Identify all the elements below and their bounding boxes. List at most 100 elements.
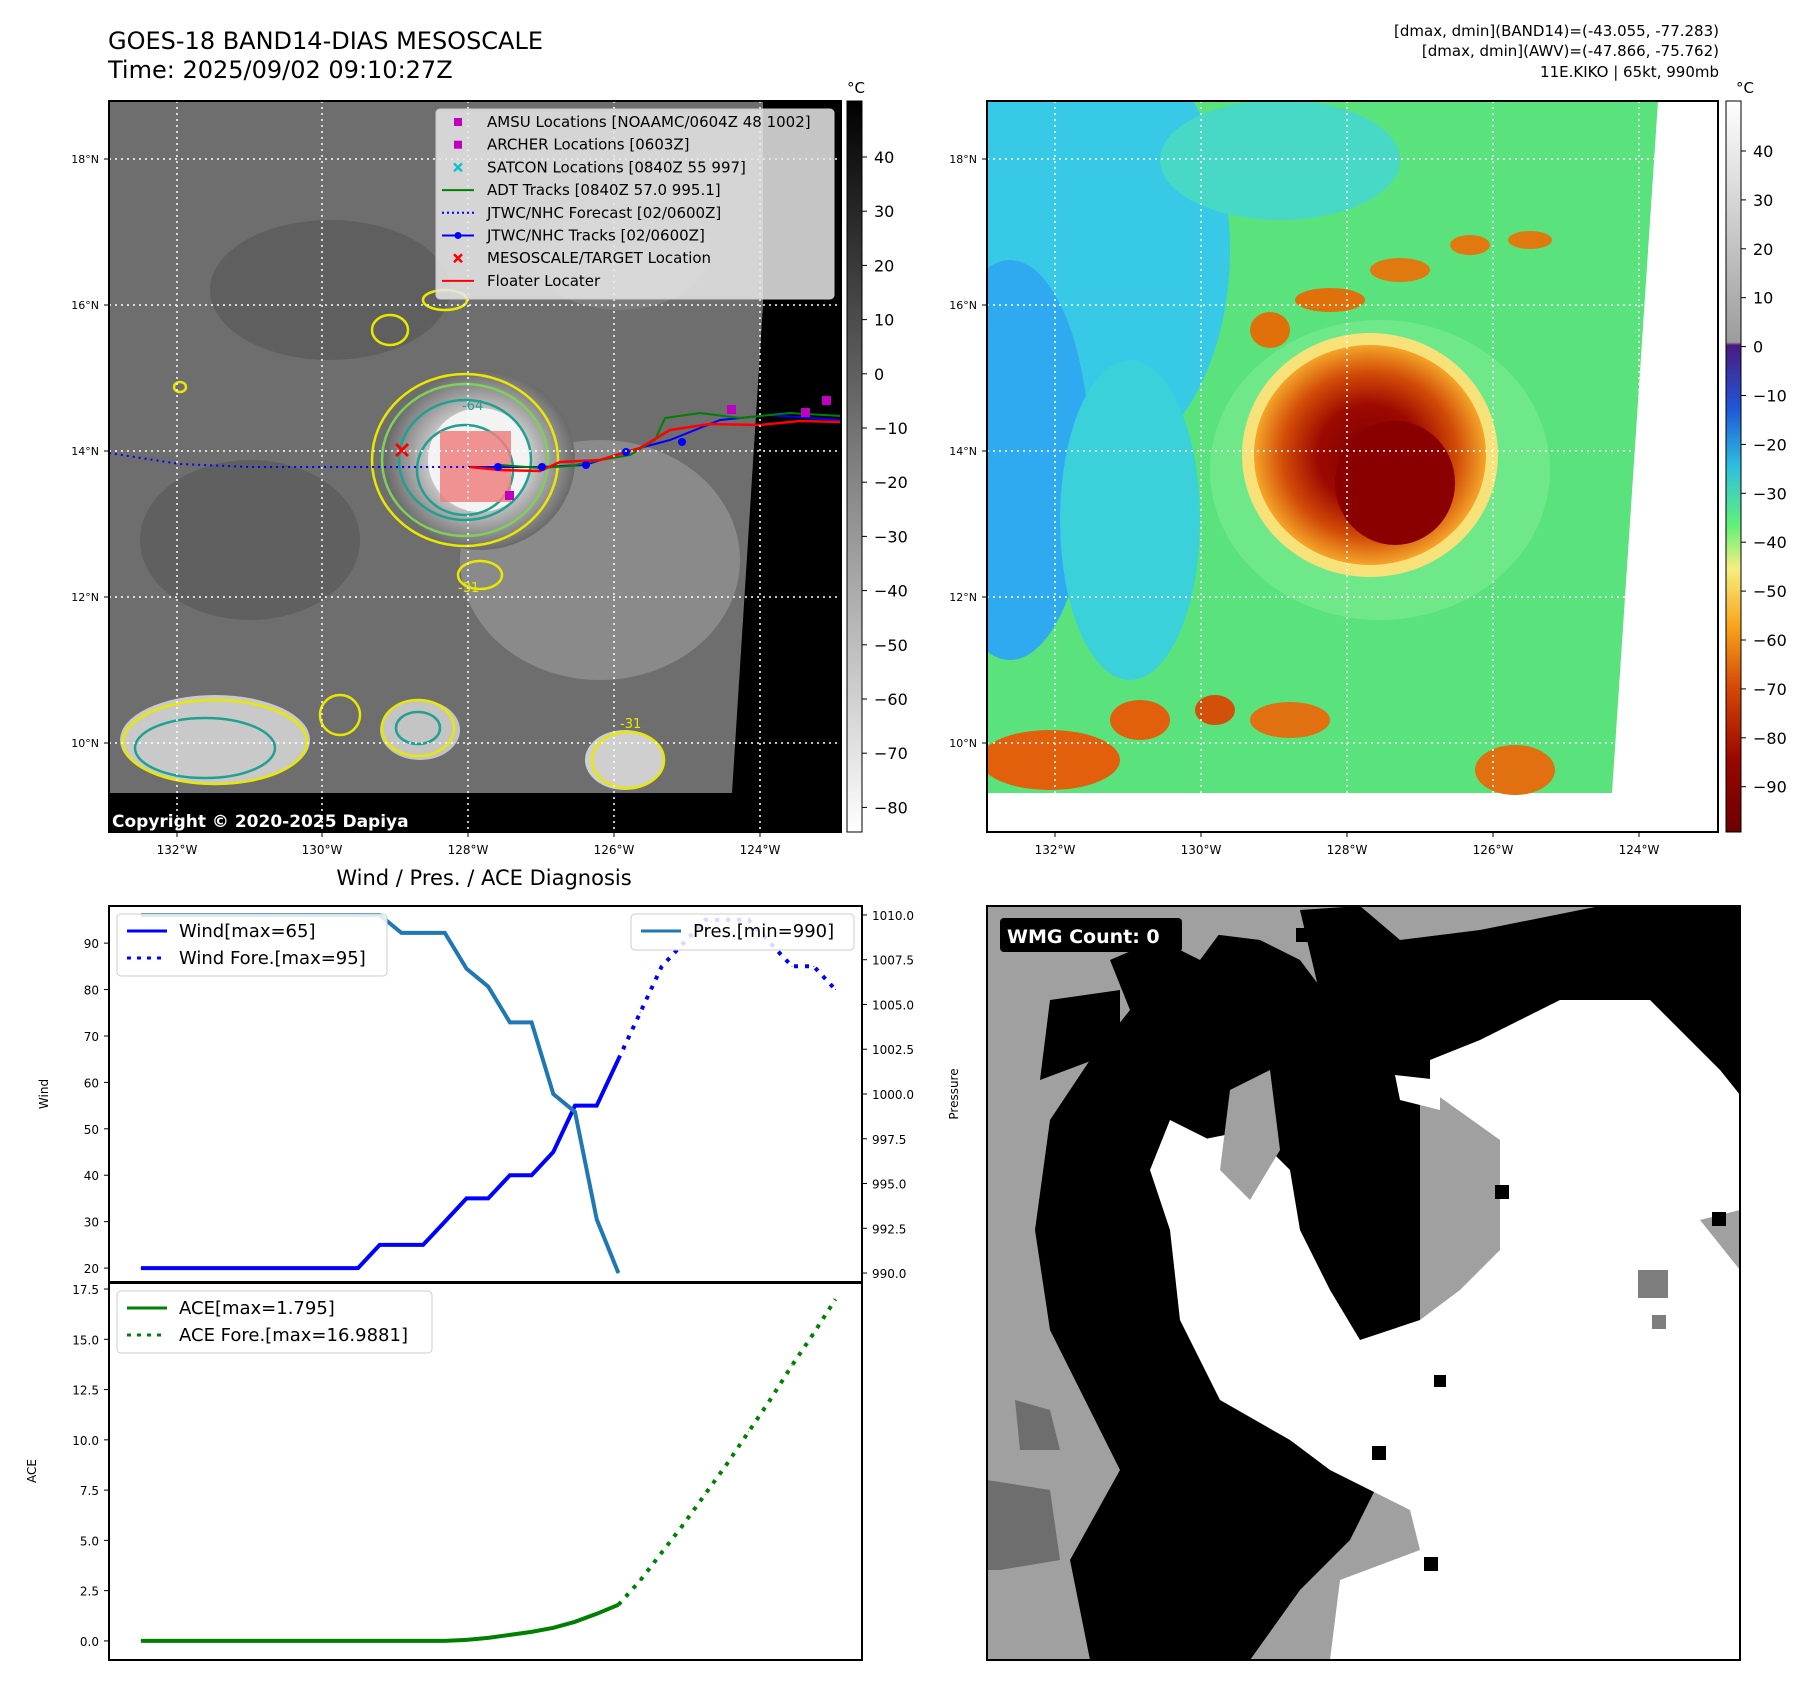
colorbar-tick-label: −60 — [874, 690, 908, 709]
y-tick-label: 12.5 — [72, 1384, 99, 1398]
contour-label: -64 — [462, 399, 483, 414]
wmg-count-label: WMG Count: 0 — [1007, 926, 1160, 948]
data-point — [249, 1267, 250, 1269]
data-point — [422, 1244, 424, 1246]
y-tick-label: 5.0 — [80, 1534, 99, 1548]
figure-time: Time: 2025/09/02 09:10:27Z — [108, 56, 453, 84]
lat-tick-label: 18°N — [71, 153, 99, 166]
data-point — [487, 1197, 489, 1199]
data-point — [487, 1637, 489, 1639]
data-point — [596, 1105, 598, 1107]
data-point — [574, 1111, 576, 1113]
data-point — [379, 1640, 381, 1642]
y-tick-label: 10.0 — [72, 1434, 99, 1448]
ir-colorbar — [846, 100, 863, 833]
data-point — [552, 1093, 554, 1095]
y2-tick-label: 997.5 — [872, 1133, 906, 1147]
awv-stats: [dmax, dmin](AWV)=(-47.866, -75.762) — [1421, 42, 1719, 60]
data-point — [162, 1640, 164, 1642]
diagnosis-title: Wind / Pres. / ACE Diagnosis — [336, 866, 631, 890]
y-tick-label: 90 — [84, 937, 99, 951]
colorbar-tick-label: −20 — [874, 473, 908, 492]
data-point — [183, 1267, 185, 1269]
y2-tick-label: 1010.0 — [872, 909, 914, 923]
data-point — [400, 1640, 402, 1642]
y2-tick-label: 1002.5 — [872, 1043, 914, 1057]
colorbar-tick-label: −50 — [1753, 582, 1787, 601]
archer-marker — [505, 491, 514, 500]
data-point — [270, 1640, 272, 1642]
data-point — [292, 1640, 294, 1642]
data-point — [552, 1151, 554, 1153]
wind-axis-label: Wind — [37, 1079, 51, 1109]
ir-legend: AMSU Locations [NOAAMC/0604Z 48 1002] ARC… — [435, 108, 835, 300]
data-point — [531, 1631, 533, 1633]
lat-tick-label: 10°N — [71, 737, 99, 750]
ir-satellite-panel: -64 -31 -31 AMSU Locations [NOAAMC/0604Z… — [71, 79, 908, 857]
data-point — [314, 1640, 316, 1642]
data-point — [509, 1174, 511, 1176]
data-point — [531, 1021, 533, 1023]
colorbar-tick-label: −40 — [1753, 533, 1787, 552]
y2-tick-label: 1005.0 — [872, 998, 914, 1012]
wmg-count-badge — [1000, 918, 1182, 952]
y-tick-label: 80 — [84, 984, 99, 998]
y-tick-label: 7.5 — [80, 1484, 99, 1498]
legend-label: JTWC/NHC Forecast [02/0600Z] — [486, 204, 721, 222]
lat-tick-label: 14°N — [949, 445, 977, 458]
y2-tick-label: 1007.5 — [872, 954, 914, 968]
data-point — [162, 1267, 164, 1269]
ace-axis-label: ACE — [25, 1459, 39, 1483]
data-point — [140, 1267, 142, 1269]
colorbar-tick-label: 0 — [1753, 338, 1763, 357]
lat-tick-label: 16°N — [949, 299, 977, 312]
data-point — [726, 1463, 728, 1465]
wind-pressure-chart: Wind / Pres. / ACE Diagnosis 20 30 40 50 60 7… — [37, 866, 961, 1283]
data-point — [292, 1267, 294, 1269]
data-point — [205, 1267, 207, 1269]
colorbar-tick-label: 30 — [1753, 191, 1773, 210]
data-point — [270, 1267, 272, 1269]
colorbar-tick-label: −90 — [1753, 778, 1787, 797]
data-point — [357, 1267, 359, 1269]
data-point — [444, 932, 446, 934]
data-point — [813, 1332, 815, 1334]
colorbar-tick-label: 20 — [1753, 240, 1773, 259]
wmg-panel: WMG Count: 0 — [986, 905, 1741, 1661]
data-point — [509, 1634, 511, 1636]
data-point — [466, 1639, 467, 1641]
awv-imagery — [987, 101, 1718, 832]
data-point — [574, 1105, 576, 1107]
y-tick-label: 70 — [84, 1030, 99, 1044]
data-point — [466, 1197, 467, 1199]
awv-satellite-panel: °C 403020100−10−20−30−40−50−60−70−80−90 … — [949, 79, 1787, 857]
colorbar-tick-label: −80 — [874, 798, 908, 817]
data-point — [639, 1012, 641, 1014]
lon-tick-label: 132°W — [1035, 843, 1076, 857]
contour-label: -31 — [620, 717, 641, 732]
y-tick-label: 30 — [84, 1216, 99, 1230]
data-point — [422, 932, 424, 934]
colorbar-tick-label: 40 — [1753, 142, 1773, 161]
lon-tick-label: 124°W — [740, 843, 781, 857]
data-point — [335, 1640, 337, 1642]
figure-title: GOES-18 BAND14-DIAS MESOSCALE — [108, 27, 544, 55]
legend-wind: Wind[max=65] — [179, 921, 316, 942]
legend-marker — [454, 232, 462, 239]
ace-chart: 0.0 2.5 5.0 7.5 10.0 12.5 15.0 17.5 ACE ACE[max… — [25, 1282, 863, 1661]
y-tick-label: 15.0 — [72, 1333, 99, 1347]
data-point — [444, 1640, 446, 1642]
legend-marker — [454, 140, 462, 149]
legend-ace-forecast: ACE Fore.[max=16.9881] — [179, 1325, 408, 1346]
data-point — [183, 1640, 185, 1642]
contour-label: -31 — [458, 581, 479, 596]
colorbar-tick-label: −60 — [1753, 631, 1787, 650]
y-tick-label: 2.5 — [80, 1585, 99, 1599]
colorbar-tick-label: −10 — [1753, 387, 1787, 406]
data-point — [834, 1298, 836, 1300]
colorbar-tick-label: −70 — [874, 744, 908, 763]
data-point — [596, 1613, 598, 1615]
colorbar-tick-label: −50 — [874, 636, 908, 655]
colorbar-tick-label: 40 — [874, 148, 894, 167]
data-point — [379, 1244, 381, 1246]
